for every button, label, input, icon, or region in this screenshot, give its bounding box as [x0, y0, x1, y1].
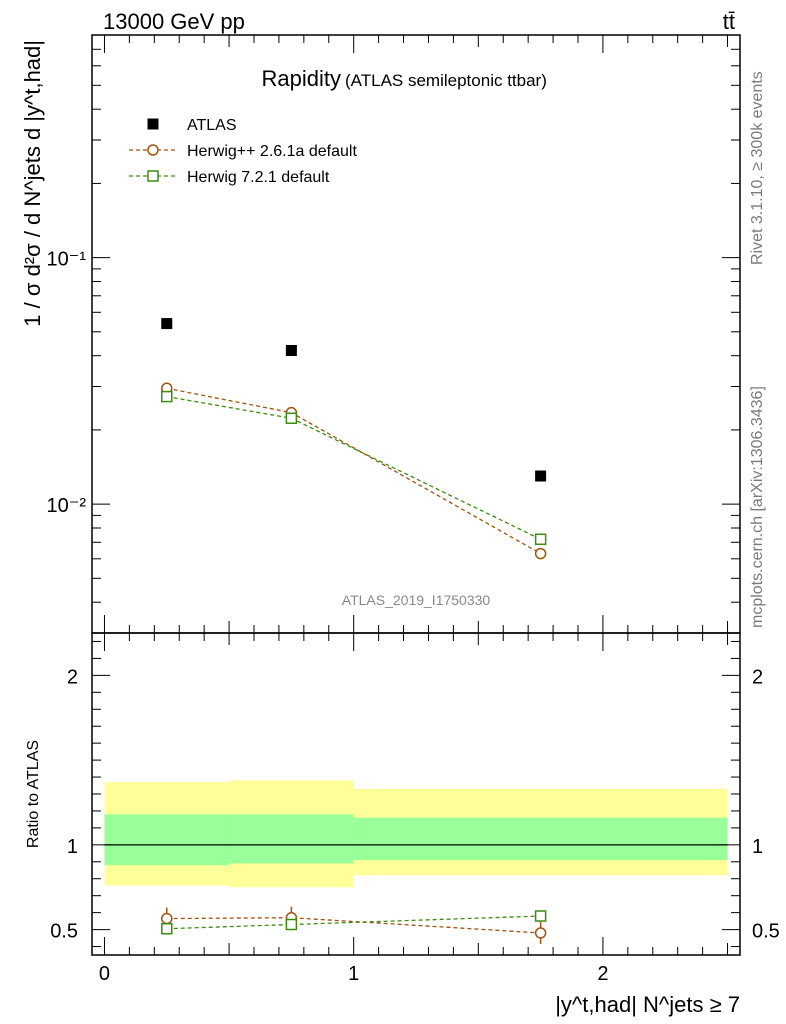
- data-point: [535, 470, 547, 482]
- data-point: [285, 412, 298, 425]
- rivet-version-label: Rivet 3.1.10, ≥ 300k events: [749, 71, 766, 265]
- main-y-axis-label: 1 / σ d²σ / d N^jets d |y^t,had|: [20, 40, 45, 327]
- ratio-axis-ticks: [92, 633, 740, 955]
- ratio-series: [161, 906, 547, 944]
- main-series: [161, 318, 547, 560]
- main-ylabel-group: 1 / σ d²σ / d N^jets d |y^t,had|: [20, 40, 45, 327]
- legend-marker: [147, 144, 159, 156]
- legend: ATLAS Herwig++ 2.6.1a default Herwig 7.2.1…: [129, 117, 357, 186]
- legend-label: Herwig 7.2.1 default: [187, 169, 330, 186]
- series-line-2: [166, 395, 541, 540]
- ratio-ytick-label-right: 0.5: [752, 921, 780, 943]
- ratio-ytick-label-right: 1: [752, 836, 763, 858]
- series-line-1: [166, 387, 541, 555]
- ratio-series-line-1: [166, 915, 541, 930]
- ratio-bands: [104, 780, 728, 888]
- data-point: [161, 318, 173, 330]
- data-point: [161, 390, 173, 403]
- main-ytick-labels: 10⁻¹ 10⁻²: [47, 249, 87, 517]
- data-point: [285, 344, 297, 356]
- main-ytick-label: 10⁻²: [47, 495, 87, 517]
- ratio-xtick-label: 0: [99, 963, 110, 985]
- ratio-point: [161, 912, 173, 925]
- ratio-xtick-label: 2: [597, 963, 608, 985]
- ratio-xtick-label: 1: [348, 963, 359, 985]
- data-point: [534, 547, 547, 560]
- ratio-frame: [91, 632, 741, 956]
- analysis-id: ATLAS_2019_I1750330: [342, 592, 491, 608]
- legend-marker: [147, 118, 159, 130]
- ratio-point: [285, 918, 298, 931]
- ratio-point: [161, 922, 173, 935]
- ratio-tick-labels: 0.5 0.5 1 1 2 2 0 1 2: [50, 666, 780, 985]
- legend-label: ATLAS: [187, 117, 237, 134]
- ratio-series-line-0: [166, 917, 541, 934]
- mcplots-label: mcplots.cern.ch [arXiv:1306.3436]: [749, 386, 766, 628]
- ratio-ytick-label: 0.5: [50, 921, 78, 943]
- legend-label: Herwig++ 2.6.1a default: [187, 143, 357, 160]
- energy-label: 13000 GeV pp: [103, 9, 245, 34]
- uncertainty-band-inner: [353, 817, 728, 861]
- ratio-point: [534, 910, 547, 922]
- legend-marker: [147, 170, 159, 182]
- ratio-y-axis-label: Ratio to ATLAS: [25, 740, 42, 848]
- uncertainty-band-inner: [104, 814, 230, 866]
- process-label: tt̄: [723, 9, 735, 34]
- ratio-point: [534, 927, 547, 939]
- chart-subtitle: (ATLAS semileptonic ttbar): [345, 71, 547, 90]
- ratio-ytick-label: 2: [67, 666, 78, 688]
- main-axis-ticks: [92, 34, 740, 634]
- x-axis-label: |y^t,had| N^jets ≥ 7: [555, 992, 740, 1017]
- uncertainty-band-inner: [229, 814, 354, 864]
- chart-title: Rapidity: [262, 66, 341, 91]
- data-point: [534, 533, 547, 546]
- main-ytick-label: 10⁻¹: [47, 249, 87, 271]
- ratio-ytick-label-right: 2: [752, 666, 763, 688]
- ratio-ytick-label: 1: [67, 836, 78, 858]
